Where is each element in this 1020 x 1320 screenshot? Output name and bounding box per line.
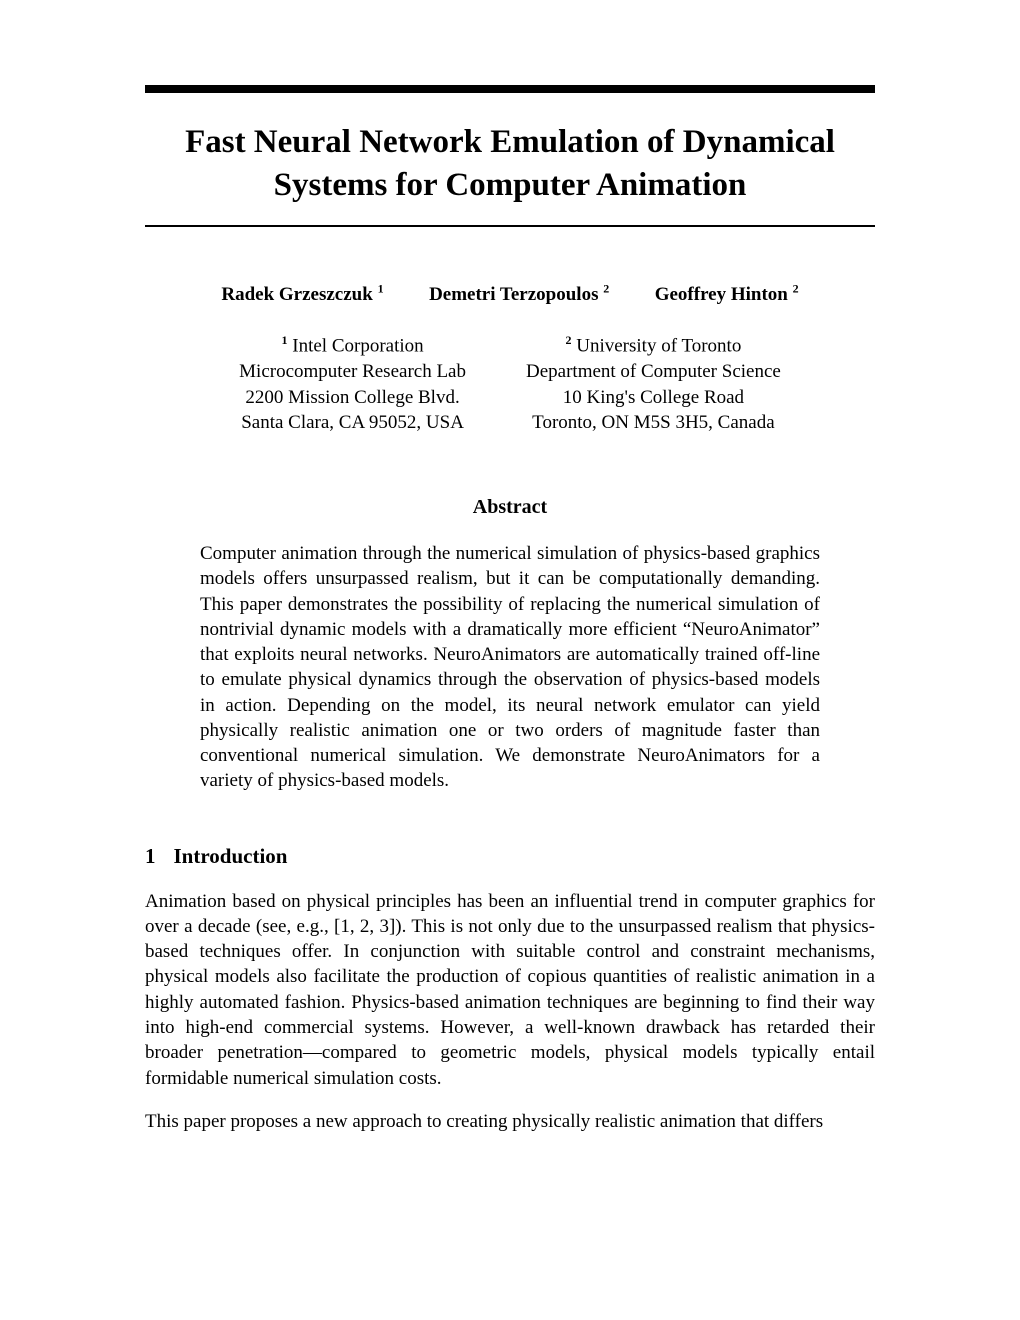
author-3-name: Geoffrey Hinton (655, 284, 788, 305)
affil-1-line-3: Santa Clara, CA 95052, USA (241, 412, 464, 433)
author-1-mark: 1 (378, 282, 384, 296)
affil-2-line-3: Toronto, ON M5S 3H5, Canada (532, 412, 774, 433)
section-heading: 1 Introduction (145, 844, 875, 869)
title-underline (145, 225, 875, 227)
author-2-mark: 2 (603, 282, 609, 296)
affiliation-2: 2 University of Toronto Department of Co… (526, 332, 781, 436)
paper-page: Fast Neural Network Emulation of Dynamic… (0, 0, 1020, 1212)
author-3: Geoffrey Hinton 2 (655, 284, 799, 305)
author-1: Radek Grzeszczuk 1 (221, 284, 383, 305)
intro-para-1: Animation based on physical principles h… (145, 889, 875, 1091)
section-title: Introduction (174, 844, 288, 868)
affiliations-row: 1 Intel Corporation Microcomputer Resear… (145, 332, 875, 436)
section-number: 1 (145, 844, 156, 869)
author-line: Radek Grzeszczuk 1 Demetri Terzopoulos 2… (145, 282, 875, 306)
top-rule-bar (145, 85, 875, 93)
paper-title: Fast Neural Network Emulation of Dynamic… (145, 121, 875, 207)
author-2-name: Demetri Terzopoulos (429, 284, 598, 305)
abstract-body: Computer animation through the numerical… (200, 541, 820, 794)
affiliation-1: 1 Intel Corporation Microcomputer Resear… (239, 332, 466, 436)
affil-2-mark: 2 (566, 333, 572, 347)
intro-para-2: This paper proposes a new approach to cr… (145, 1109, 875, 1134)
affil-1-line-0: Intel Corporation (292, 335, 423, 356)
affil-1-mark: 1 (282, 333, 288, 347)
affil-2-line-1: Department of Computer Science (526, 361, 781, 382)
author-1-name: Radek Grzeszczuk (221, 284, 372, 305)
affil-2-line-2: 10 King's College Road (563, 387, 744, 408)
abstract-heading: Abstract (145, 496, 875, 519)
affil-1-line-2: 2200 Mission College Blvd. (245, 387, 459, 408)
author-2: Demetri Terzopoulos 2 (429, 284, 609, 305)
affil-2-line-0: University of Toronto (576, 335, 741, 356)
author-3-mark: 2 (793, 282, 799, 296)
affil-1-line-1: Microcomputer Research Lab (239, 361, 466, 382)
